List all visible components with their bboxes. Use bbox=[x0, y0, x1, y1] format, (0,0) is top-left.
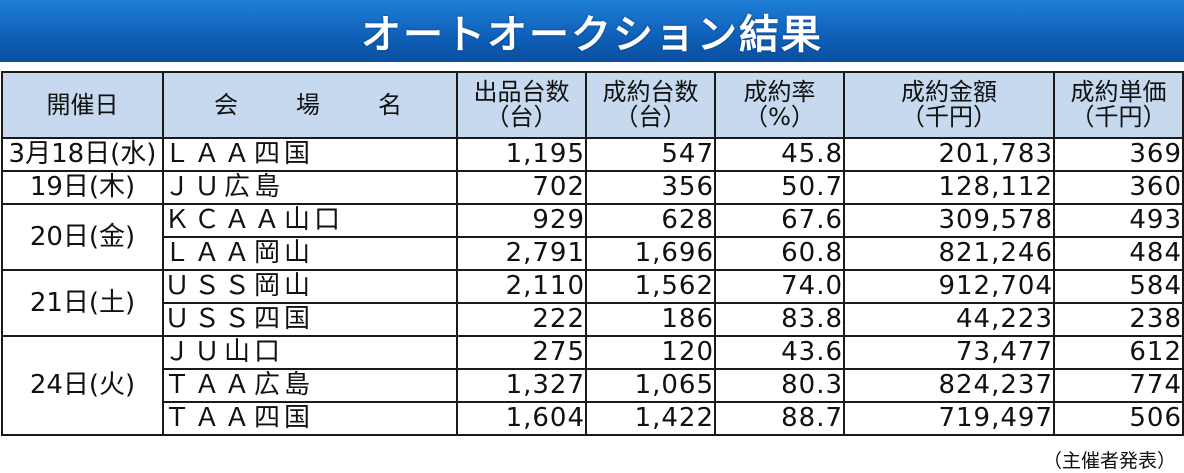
table-row: ＴＡＡ四国 1,604 1,422 88.7 719,497 506 bbox=[2, 401, 1184, 436]
unit-price-cell: 484 bbox=[1053, 236, 1184, 271]
header-unit-price: 成約単価 （千円） bbox=[1053, 71, 1184, 139]
venue-cell: ＫＣＡＡ山口 bbox=[162, 203, 458, 238]
rate-cell: 60.8 bbox=[714, 236, 845, 271]
table-row: ＵＳＳ四国 222 186 83.8 44,223 238 bbox=[2, 302, 1184, 337]
sold-cell: 1,422 bbox=[585, 401, 716, 436]
listed-cell: 2,791 bbox=[456, 236, 587, 271]
table-row: 24日(火) ＪＵ山口 275 120 43.6 73,477 612 bbox=[1, 335, 1184, 436]
venue-cell: ＵＳＳ岡山 bbox=[162, 269, 458, 304]
date-cell: 20日(金) bbox=[1, 203, 164, 271]
amount-cell: 73,477 bbox=[843, 335, 1055, 370]
unit-price-cell: 774 bbox=[1053, 368, 1184, 403]
amount-cell: 912,704 bbox=[843, 269, 1055, 304]
table-row: ＴＡＡ広島 1,327 1,065 80.3 824,237 774 bbox=[2, 368, 1184, 403]
header-listed: 出品台数 （台） bbox=[456, 71, 587, 139]
table-row: 19日(木) ＪＵ広島 702 356 50.7 128,112 360 bbox=[1, 170, 1184, 205]
amount-cell: 719,497 bbox=[843, 401, 1055, 436]
rate-cell: 74.0 bbox=[714, 269, 845, 304]
unit-price-cell: 360 bbox=[1053, 170, 1184, 205]
sold-cell: 1,065 bbox=[585, 368, 716, 403]
amount-cell: 309,578 bbox=[843, 203, 1055, 238]
venue-cell: ＪＵ広島 bbox=[162, 170, 458, 205]
rate-cell: 88.7 bbox=[714, 401, 845, 436]
header-rate: 成約率 （%） bbox=[714, 71, 845, 139]
table-row: 21日(土) ＵＳＳ岡山 2,110 1,562 74.0 912,704 58… bbox=[1, 269, 1184, 337]
date-cell: 19日(木) bbox=[1, 170, 164, 205]
amount-cell: 128,112 bbox=[843, 170, 1055, 205]
venue-cell: ＬＡＡ四国 bbox=[162, 137, 458, 172]
date-cell: 3月18日(水) bbox=[1, 137, 164, 172]
venue-cell: ＵＳＳ四国 bbox=[162, 302, 458, 337]
amount-cell: 821,246 bbox=[843, 236, 1055, 271]
header-amount: 成約金額 （千円） bbox=[843, 71, 1055, 139]
amount-cell: 44,223 bbox=[843, 302, 1055, 337]
header-venue: 会 場 名 bbox=[162, 71, 458, 139]
sold-cell: 1,696 bbox=[585, 236, 716, 271]
unit-price-cell: 612 bbox=[1053, 335, 1184, 370]
venue-cell: ＪＵ山口 bbox=[162, 335, 458, 370]
unit-price-cell: 506 bbox=[1053, 401, 1184, 436]
page-title: オートオークション結果 bbox=[361, 12, 823, 58]
header-date: 開催日 bbox=[1, 71, 164, 139]
listed-cell: 702 bbox=[456, 170, 587, 205]
rate-cell: 43.6 bbox=[714, 335, 845, 370]
sold-cell: 186 bbox=[585, 302, 716, 337]
sold-cell: 547 bbox=[585, 137, 716, 172]
sold-cell: 356 bbox=[585, 170, 716, 205]
listed-cell: 222 bbox=[456, 302, 587, 337]
header-row: 開催日 会 場 名 出品台数 （台） 成約台数 （台） 成約率 （%） bbox=[1, 71, 1184, 139]
rate-cell: 50.7 bbox=[714, 170, 845, 205]
rate-cell: 67.6 bbox=[714, 203, 845, 238]
sold-cell: 628 bbox=[585, 203, 716, 238]
listed-cell: 1,195 bbox=[456, 137, 587, 172]
header-venue-char: 場 bbox=[296, 90, 320, 119]
venue-cell: ＴＡＡ広島 bbox=[162, 368, 458, 403]
sold-cell: 1,562 bbox=[585, 269, 716, 304]
listed-cell: 929 bbox=[456, 203, 587, 238]
rate-cell: 45.8 bbox=[714, 137, 845, 172]
unit-price-cell: 369 bbox=[1053, 137, 1184, 172]
listed-cell: 275 bbox=[456, 335, 587, 370]
table-row: 20日(金) ＫＣＡＡ山口 929 628 67.6 309,578 493 bbox=[1, 203, 1184, 271]
venue-cell: ＬＡＡ岡山 bbox=[162, 236, 458, 271]
results-table: 開催日 会 場 名 出品台数 （台） 成約台数 （台） 成約率 （%） bbox=[1, 71, 1184, 436]
venue-cell: ＴＡＡ四国 bbox=[162, 401, 458, 436]
date-cell: 21日(土) bbox=[1, 269, 164, 337]
unit-price-cell: 584 bbox=[1053, 269, 1184, 304]
header-sold: 成約台数 （台） bbox=[585, 71, 716, 139]
listed-cell: 2,110 bbox=[456, 269, 587, 304]
table-row: ＬＡＡ岡山 2,791 1,696 60.8 821,246 484 bbox=[2, 236, 1184, 271]
listed-cell: 1,327 bbox=[456, 368, 587, 403]
title-bar: オートオークション結果 bbox=[0, 0, 1184, 62]
unit-price-cell: 238 bbox=[1053, 302, 1184, 337]
unit-price-cell: 493 bbox=[1053, 203, 1184, 238]
sold-cell: 120 bbox=[585, 335, 716, 370]
rate-cell: 80.3 bbox=[714, 368, 845, 403]
listed-cell: 1,604 bbox=[456, 401, 587, 436]
table-row: 3月18日(水) ＬＡＡ四国 1,195 547 45.8 201,783 36… bbox=[1, 137, 1184, 172]
date-cell: 24日(火) bbox=[1, 335, 164, 436]
amount-cell: 201,783 bbox=[843, 137, 1055, 172]
header-venue-char: 名 bbox=[378, 90, 402, 119]
source-note: （主催者発表） bbox=[1042, 450, 1176, 472]
amount-cell: 824,237 bbox=[843, 368, 1055, 403]
rate-cell: 83.8 bbox=[714, 302, 845, 337]
header-venue-char: 会 bbox=[214, 90, 238, 119]
